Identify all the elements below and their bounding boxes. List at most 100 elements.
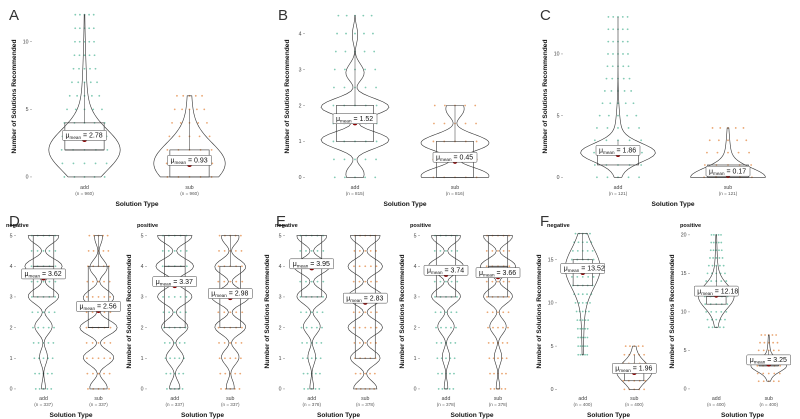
y-tick-label: 1	[299, 139, 302, 145]
data-point	[710, 280, 713, 282]
data-point	[48, 311, 50, 314]
data-point	[612, 16, 615, 18]
mean-label-box	[208, 288, 253, 299]
data-point	[88, 13, 90, 16]
data-point	[440, 342, 443, 344]
data-point	[88, 54, 91, 57]
data-point	[167, 250, 170, 252]
chart-panel-4: positive 0 1 2 3 4 5 Number of Solutions Recomm…	[126, 223, 253, 419]
data-point	[234, 357, 237, 360]
data-point	[337, 14, 340, 17]
data-point	[181, 108, 184, 111]
y-tick-label: 3	[10, 295, 13, 301]
data-point	[375, 311, 378, 314]
data-point	[592, 258, 595, 261]
data-point	[622, 77, 625, 80]
data-point	[445, 311, 447, 314]
y-tick-label: 0	[684, 387, 687, 393]
data-point	[464, 122, 467, 125]
facet-label: negative	[547, 223, 570, 229]
data-point	[493, 388, 496, 390]
data-point	[74, 108, 77, 111]
data-point	[375, 140, 378, 143]
data-point	[486, 296, 488, 298]
y-tick-label: 3	[299, 67, 302, 73]
data-point	[54, 265, 57, 268]
data-point	[333, 68, 336, 71]
data-point	[455, 326, 457, 329]
x-tick-label: add	[351, 185, 360, 191]
data-point	[66, 108, 68, 111]
x-tick-label: add	[442, 396, 451, 402]
data-point	[223, 250, 226, 252]
data-point	[364, 372, 367, 375]
data-point	[612, 40, 615, 43]
data-point	[464, 104, 467, 107]
violin-add	[48, 14, 121, 178]
data-point	[88, 27, 91, 30]
data-point	[622, 379, 625, 382]
data-point	[101, 108, 103, 111]
data-point	[571, 275, 573, 278]
data-point	[50, 388, 53, 390]
data-point	[103, 357, 106, 360]
data-point	[772, 380, 775, 383]
data-point	[434, 311, 437, 314]
data-point	[358, 280, 361, 283]
x-tick-label: add	[80, 185, 89, 191]
panel-label: E	[276, 213, 286, 230]
y-tick-label: 1	[141, 356, 144, 362]
data-point	[717, 233, 720, 236]
data-point	[591, 250, 594, 252]
x-axis-title: Solution Type	[181, 412, 224, 419]
data-point	[721, 257, 724, 259]
y-tick-label: 2	[10, 325, 13, 331]
data-point	[97, 280, 100, 283]
data-point	[779, 364, 782, 367]
data-point	[588, 310, 590, 313]
y-tick-label: 0	[557, 175, 560, 181]
data-point	[333, 86, 335, 89]
data-point	[103, 342, 106, 344]
data-point	[571, 258, 573, 261]
data-point	[97, 372, 100, 375]
mean-label-box	[289, 258, 334, 270]
data-point	[303, 388, 306, 390]
data-point	[507, 326, 509, 329]
data-point	[579, 327, 582, 330]
data-point	[443, 104, 446, 107]
data-point	[717, 139, 720, 142]
x-count-label: (n = 121)	[719, 191, 738, 196]
data-point	[91, 296, 94, 298]
data-point	[643, 388, 646, 391]
data-point	[358, 342, 361, 344]
data-point	[299, 296, 302, 298]
data-point	[53, 326, 55, 329]
mean-label: μmean = 0.17	[709, 168, 746, 176]
data-point	[710, 310, 713, 313]
data-point	[374, 176, 377, 179]
data-point	[717, 241, 720, 244]
data-point	[316, 280, 319, 283]
mean-label: μmean = 3.37	[156, 279, 193, 287]
data-point	[85, 311, 88, 314]
data-point	[168, 135, 171, 138]
data-point	[364, 86, 367, 89]
data-point	[621, 28, 624, 31]
data-point	[83, 67, 86, 70]
data-point	[584, 345, 586, 348]
violin-sub	[750, 334, 787, 382]
data-point	[719, 326, 721, 329]
chart-panel-8: positive 0 5 10 15 20 Number of Solutions Reco…	[669, 223, 791, 419]
mean-label-box	[432, 151, 478, 163]
data-point	[492, 326, 494, 329]
data-point	[229, 311, 232, 314]
data-point	[581, 275, 584, 278]
data-point	[433, 122, 435, 125]
data-point	[103, 176, 106, 178]
data-point	[83, 54, 86, 57]
data-point	[364, 176, 367, 179]
data-point	[624, 102, 627, 105]
data-point	[239, 234, 242, 237]
data-point	[54, 250, 57, 252]
